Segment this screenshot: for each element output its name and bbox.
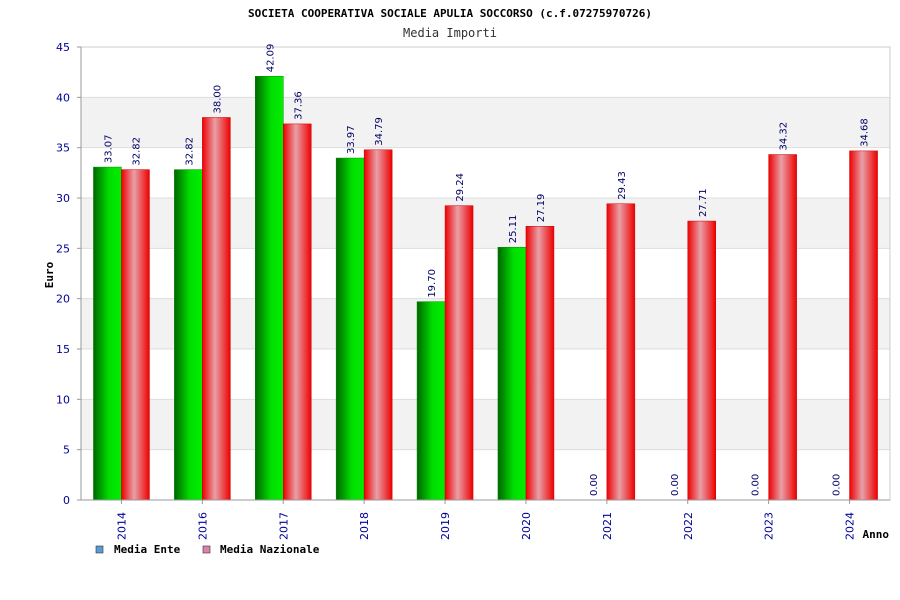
- x-tick-label: 2018: [358, 512, 371, 540]
- bar-media-nazionale: [768, 154, 797, 501]
- y-tick-label: 35: [56, 142, 70, 155]
- x-tick-label: 2024: [844, 512, 857, 540]
- data-label-media-nazionale: 34.79: [374, 117, 385, 146]
- x-axis-label: Anno: [863, 528, 890, 541]
- data-label-media-nazionale: 29.43: [617, 171, 628, 200]
- data-label-media-nazionale: 27.19: [536, 194, 547, 223]
- bar-media-ente: [174, 169, 203, 501]
- x-tick-label: 2017: [277, 512, 290, 540]
- bars: [93, 76, 878, 501]
- y-tick-label: 15: [56, 343, 70, 356]
- data-label-media-nazionale: 34.68: [860, 118, 871, 147]
- y-tick-label: 30: [56, 192, 70, 205]
- y-tick-label: 5: [63, 444, 70, 457]
- bar-media-nazionale: [444, 205, 474, 501]
- bar-media-ente: [416, 301, 446, 501]
- data-label-media-ente: 0.00: [751, 474, 762, 496]
- data-label-media-nazionale: 38.00: [212, 85, 223, 114]
- bar-media-nazionale: [283, 123, 312, 501]
- chart-subtitle: Media Importi: [403, 26, 497, 40]
- x-tick-label: 2022: [682, 512, 695, 540]
- bar-media-nazionale: [606, 203, 636, 501]
- data-label-media-ente: 0.00: [832, 474, 843, 496]
- x-tick-label: 2016: [196, 512, 209, 540]
- y-tick-label: 45: [56, 41, 70, 54]
- data-label-media-ente: 25.11: [508, 215, 519, 244]
- y-tick-label: 0: [63, 494, 70, 507]
- bar-media-nazionale: [121, 169, 150, 501]
- y-tick-label: 20: [56, 293, 70, 306]
- bar-media-nazionale: [525, 226, 555, 501]
- data-label-media-ente: 42.09: [265, 44, 276, 73]
- x-tick-label: 2019: [439, 512, 452, 540]
- bar-media-ente: [255, 76, 284, 501]
- x-tick-label: 2014: [115, 512, 128, 540]
- bar-media-ente: [497, 246, 527, 501]
- chart-title: SOCIETA COOPERATIVA SOCIALE APULIA SOCCO…: [248, 7, 652, 20]
- legend: Media Ente Media Nazionale: [95, 543, 320, 556]
- x-tick-label: 2020: [520, 512, 533, 540]
- y-tick-label: 25: [56, 242, 70, 255]
- y-axis-label: Euro: [43, 261, 56, 288]
- bar-value-labels: 33.07 32.82 32.82 38.00 42.09 37.36 33.97 34.79…: [103, 44, 870, 496]
- bar-media-nazionale: [363, 149, 393, 501]
- data-label-media-nazionale: 34.32: [779, 122, 790, 151]
- legend-swatch-media-ente: [95, 545, 104, 554]
- y-tick-label: 10: [56, 393, 70, 406]
- data-label-media-nazionale: 32.82: [131, 137, 142, 166]
- x-tick-label: 2021: [601, 512, 614, 540]
- data-label-media-ente: 0.00: [589, 474, 600, 496]
- legend-label-media-nazionale: Media Nazionale: [220, 543, 320, 556]
- data-label-media-ente: 32.82: [184, 137, 195, 166]
- bar-media-nazionale: [849, 150, 878, 501]
- data-label-media-nazionale: 27.71: [698, 188, 709, 217]
- bar-media-nazionale: [202, 117, 231, 501]
- data-label-media-ente: 19.70: [427, 269, 438, 298]
- data-label-media-ente: 33.07: [103, 134, 114, 163]
- y-axis: 0 5 10 15 20 25 30 35 40 45: [56, 41, 82, 507]
- data-label-media-ente: 33.97: [346, 125, 357, 154]
- data-label-media-nazionale: 37.36: [293, 91, 304, 120]
- legend-swatch-media-nazionale: [202, 545, 211, 554]
- x-axis: 2014 2016 2017 2018 2019 2020 2021 2022 2023 2024: [81, 499, 890, 540]
- bar-media-ente: [93, 166, 122, 501]
- legend-label-media-ente: Media Ente: [114, 543, 181, 556]
- bar-media-ente: [335, 157, 365, 501]
- bar-media-nazionale: [687, 220, 716, 501]
- data-label-media-ente: 0.00: [670, 474, 681, 496]
- y-tick-label: 40: [56, 91, 70, 104]
- data-label-media-nazionale: 29.24: [455, 173, 466, 202]
- grid-band: [81, 47, 890, 98]
- x-tick-label: 2023: [763, 512, 776, 540]
